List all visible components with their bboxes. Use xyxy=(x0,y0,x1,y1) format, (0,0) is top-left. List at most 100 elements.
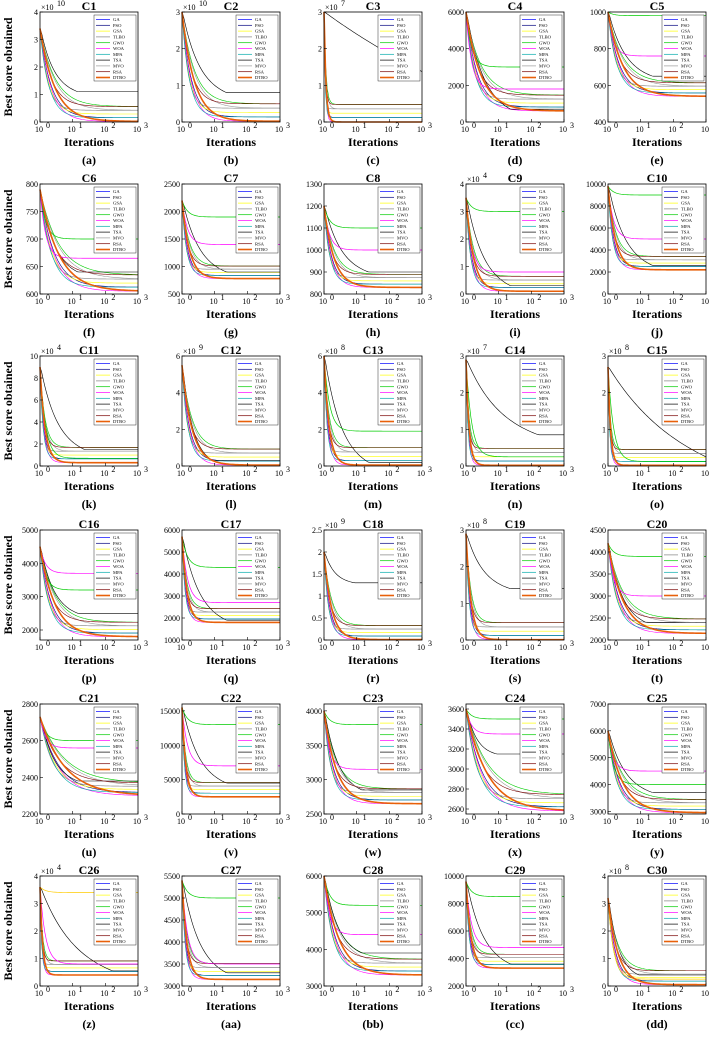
y-tick-label: 6000 xyxy=(306,872,322,881)
series-line-tlbo xyxy=(39,546,138,627)
legend-entry-mpa: MPA xyxy=(539,744,549,749)
y-exponent-power: 10 xyxy=(57,0,65,8)
legend-entry-woa: WOA xyxy=(113,738,125,743)
y-tick-label: 2 xyxy=(176,425,180,434)
y-tick-label: 5500 xyxy=(164,872,180,881)
legend-entry-pso: PSO xyxy=(539,23,548,28)
y-exponent-base: ×10 xyxy=(183,3,196,12)
panel-title: C21 xyxy=(79,691,100,705)
x-tick-exponent: 1 xyxy=(363,293,367,302)
legend-entry-rsa: RSA xyxy=(397,241,407,246)
x-axis-label: Iterations xyxy=(64,827,114,841)
legend-entry-woa: WOA xyxy=(397,910,409,915)
legend-entry-ga: GA xyxy=(255,17,262,22)
x-tick-exponent: 1 xyxy=(505,121,509,130)
y-axis-ticks: 0 1 2 3 4 xyxy=(460,180,469,299)
legend-entry-mvo: MVO xyxy=(255,582,266,587)
x-tick-exponent: 1 xyxy=(647,293,651,302)
series-line-dtbo xyxy=(181,536,280,624)
x-tick-exponent: 2 xyxy=(253,121,257,130)
x-axis-label: Iterations xyxy=(632,307,682,321)
series-line-tsa xyxy=(181,707,280,784)
x-axis-label: Iterations xyxy=(64,307,114,321)
y-tick-label: 1000 xyxy=(590,8,606,17)
x-tick-label: 10 xyxy=(461,643,469,652)
x-tick-exponent: 1 xyxy=(221,121,225,130)
x-tick-exponent: 0 xyxy=(472,293,476,302)
x-tick-label: 10 xyxy=(603,989,611,998)
legend-entry-gsa: GSA xyxy=(113,29,123,34)
legend-entry-tlbo: TLBO xyxy=(113,207,126,212)
x-tick-exponent: 1 xyxy=(505,985,509,994)
x-tick-exponent: 3 xyxy=(286,639,290,648)
legend-entry-gsa: GSA xyxy=(681,29,691,34)
legend-entry-dtbo: DTBO xyxy=(539,939,552,944)
series-line-mvo xyxy=(607,543,707,623)
legend-entry-pso: PSO xyxy=(681,715,690,720)
legend-entry-gwo: GWO xyxy=(539,384,551,389)
y-exponent-label: ×10 9 xyxy=(183,343,203,356)
x-tick-label: 10 xyxy=(68,643,76,652)
x-tick-label: 10 xyxy=(461,817,469,826)
series-line-mvo xyxy=(181,880,280,968)
x-tick-exponent: 3 xyxy=(286,813,290,822)
legend-entry-rsa: RSA xyxy=(539,587,549,592)
y-tick-label: 1 xyxy=(318,592,322,601)
panel-caption: (g) xyxy=(224,325,238,339)
y-axis-ticks: 0 1 2 3 xyxy=(176,8,185,127)
y-exponent-label: ×10 10 xyxy=(41,0,65,12)
panel-title: C12 xyxy=(221,343,242,357)
y-axis-ticks: 500 1000 1500 2000 2500 xyxy=(164,180,185,299)
series-line-mpa xyxy=(323,551,422,637)
y-tick-label: 700 xyxy=(26,235,38,244)
legend-entry-dtbo: DTBO xyxy=(539,419,552,424)
y-tick-label: 4000 xyxy=(306,707,322,716)
legend-entry-tsa: TSA xyxy=(255,750,264,755)
x-tick-label: 10 xyxy=(352,469,360,478)
x-tick-label: 10 xyxy=(461,125,469,134)
legend-entry-tsa: TSA xyxy=(397,58,406,63)
series-line-gsa xyxy=(39,366,138,456)
legend-entry-rsa: RSA xyxy=(255,933,265,938)
x-tick-exponent: 0 xyxy=(46,465,50,474)
legend-entry-dtbo: DTBO xyxy=(681,247,694,252)
legend-entry-gsa: GSA xyxy=(681,547,691,552)
x-tick-label: 10 xyxy=(417,643,425,652)
legend-entry-tsa: TSA xyxy=(681,58,690,63)
legend-box xyxy=(93,532,137,600)
legend-entry-ga: GA xyxy=(397,535,404,540)
legend-entry-tsa: TSA xyxy=(681,402,690,407)
x-tick-exponent: 1 xyxy=(505,639,509,648)
y-exponent-base: ×10 xyxy=(41,3,54,12)
x-tick-label: 10 xyxy=(319,125,327,134)
panel-caption: (d) xyxy=(508,153,523,167)
y-tick-label: 0 xyxy=(602,462,606,471)
legend-entry-dtbo: DTBO xyxy=(397,75,410,80)
y-tick-label: 3000 xyxy=(448,765,464,774)
y-tick-label: 2000 xyxy=(590,636,606,645)
legend-entry-rsa: RSA xyxy=(113,69,123,74)
legend-entry-dtbo: DTBO xyxy=(113,939,126,944)
y-tick-label: 0 xyxy=(460,462,464,471)
x-tick-exponent: 2 xyxy=(395,985,399,994)
legend-entry-mvo: MVO xyxy=(539,928,550,933)
x-tick-exponent: 2 xyxy=(111,121,115,130)
series-line-mvo xyxy=(39,886,138,965)
x-tick-label: 10 xyxy=(526,989,534,998)
legend-entry-dtbo: DTBO xyxy=(681,593,694,598)
x-tick-label: 10 xyxy=(242,989,250,998)
series-line-dtbo xyxy=(39,546,139,638)
x-tick-label: 10 xyxy=(668,989,676,998)
y-tick-label: 2200 xyxy=(22,810,38,819)
legend-entry-rsa: RSA xyxy=(113,241,123,246)
